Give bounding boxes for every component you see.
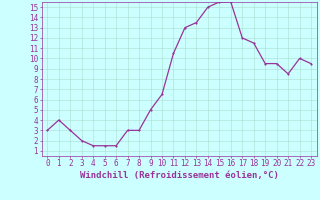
X-axis label: Windchill (Refroidissement éolien,°C): Windchill (Refroidissement éolien,°C) — [80, 171, 279, 180]
